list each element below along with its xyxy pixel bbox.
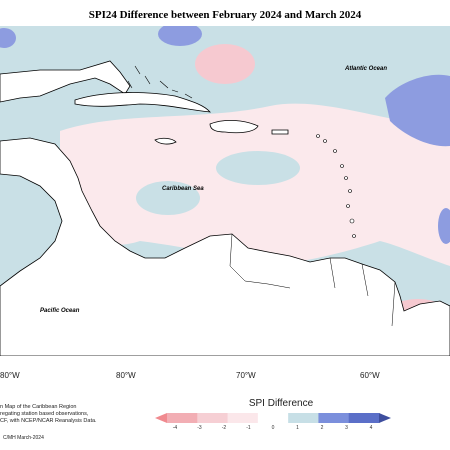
legend-tick-label: -4 [172,425,178,431]
atlantic-ocean-label: Atlantic Ocean [344,66,387,72]
caribbean-sea-label: Caribbean Sea [162,186,204,192]
strong-positive-far-east [438,208,450,244]
credit-line-2: regating station based observations, [0,411,89,417]
strong-positive-nw [0,28,16,48]
legend-colorbar [155,413,391,423]
legend-tick-label: 0 [271,425,275,431]
negative-patch-north [195,44,255,84]
lesser-antilles [316,134,356,238]
legend-arrow-right [379,413,391,423]
legend-arrow-left [155,413,167,423]
legend-tick-label: 4 [369,425,373,431]
strong-positive-east [385,74,450,147]
copyright-text: C/MH March-2024 [3,435,44,441]
lon-label-3: 60°W [360,371,380,380]
land-hispaniola [209,120,259,134]
legend-swatch [257,413,289,423]
legend-tick-label: -1 [246,425,251,431]
legend-tick-label: -3 [197,425,202,431]
pacific-ocean-label: Pacific Ocean [40,308,80,314]
strong-positive-north [158,26,202,46]
legend-tick-label: 2 [320,425,324,431]
land-jamaica [154,137,177,145]
country-borders [229,233,396,327]
legend-tick-label: 3 [345,425,348,431]
land-north-america [0,60,131,103]
legend-swatch [227,413,259,423]
legend-title: SPI Difference [248,398,314,409]
lon-label-0: 80°W [0,371,20,380]
positive-patch-central [216,151,300,185]
lon-label-1: 80°W [116,371,136,380]
bahamas-islands [127,65,193,99]
legend-tick-label: 1 [296,425,299,431]
legend-swatch [167,413,198,423]
credit-line-3: CF, with NCEP/NCAR Reanalysis Data. [0,418,97,424]
land-puerto-rico [271,129,289,135]
legend-swatch [318,413,350,423]
legend-swatch [197,413,229,423]
land-cuba [74,92,211,113]
lon-label-2: 70°W [236,371,256,380]
map-title: SPI24 Difference between February 2024 a… [88,9,362,21]
legend-tick-label: -2 [221,425,227,431]
legend-swatch [348,413,380,423]
credit-line-1: n Map of the Caribbean Region [0,404,77,410]
legend-swatch [288,413,319,423]
positive-patch-west [136,181,200,215]
map-area: Atlantic Ocean Caribbean Sea Pacific Oce… [0,26,450,356]
land-central-south-america [0,137,450,356]
